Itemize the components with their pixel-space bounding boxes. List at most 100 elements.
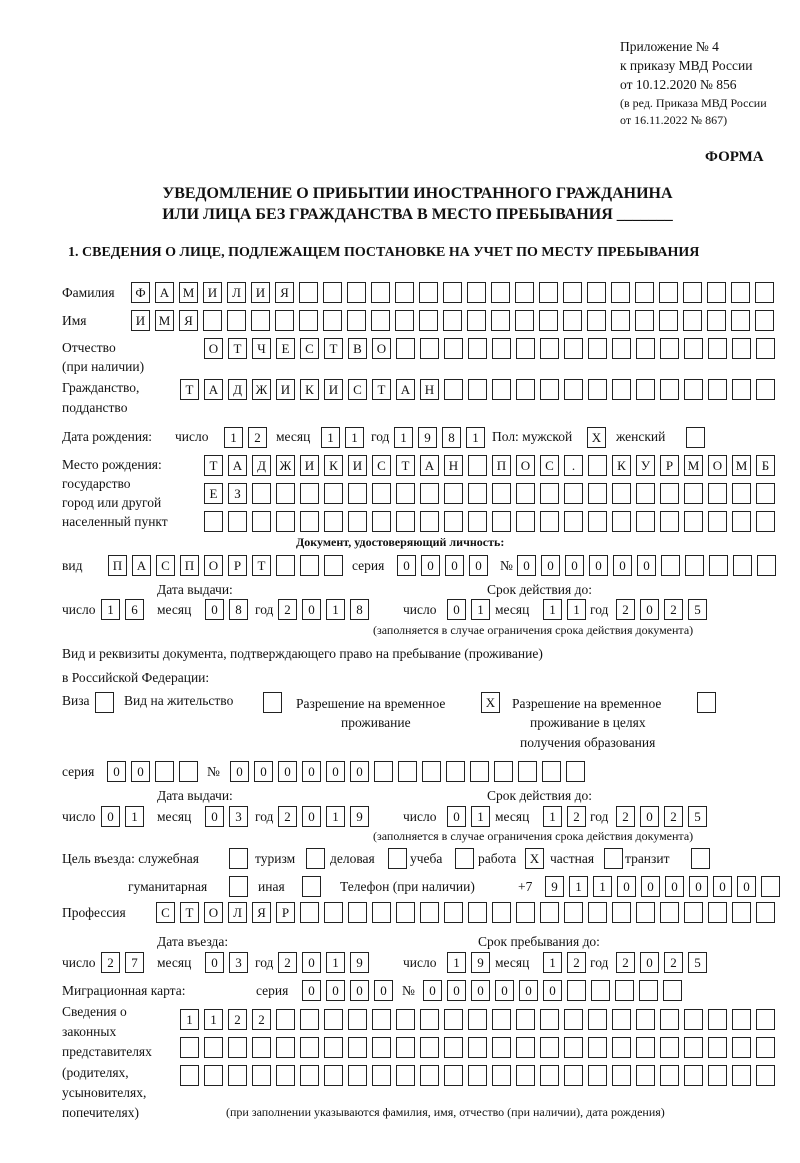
char-cell[interactable]: О: [516, 455, 535, 476]
char-cell[interactable]: [468, 511, 487, 532]
char-cell[interactable]: 1: [326, 806, 345, 827]
char-cell[interactable]: Л: [228, 902, 247, 923]
char-cell[interactable]: 2: [616, 806, 635, 827]
char-cell[interactable]: [588, 902, 607, 923]
char-cell[interactable]: 0: [617, 876, 636, 897]
char-cell[interactable]: [761, 876, 780, 897]
char-cell[interactable]: 2: [664, 806, 683, 827]
char-cell[interactable]: [276, 1065, 295, 1086]
char-cell[interactable]: [398, 761, 417, 782]
char-cell[interactable]: [564, 379, 583, 400]
char-cell[interactable]: [540, 338, 559, 359]
char-cell[interactable]: 9: [418, 427, 437, 448]
char-cell[interactable]: [516, 338, 535, 359]
char-cell[interactable]: [492, 379, 511, 400]
char-cell[interactable]: [443, 282, 462, 303]
char-cell[interactable]: [612, 902, 631, 923]
checkbox[interactable]: [691, 848, 710, 869]
char-cell[interactable]: [372, 1065, 391, 1086]
char-cell[interactable]: 1: [567, 599, 586, 620]
char-cell[interactable]: [707, 282, 726, 303]
char-cell[interactable]: [660, 1065, 679, 1086]
char-cell[interactable]: 2: [616, 952, 635, 973]
char-cell[interactable]: 0: [350, 980, 369, 1001]
char-cell[interactable]: Я: [275, 282, 294, 303]
char-cell[interactable]: 0: [495, 980, 514, 1001]
char-cell[interactable]: 5: [688, 952, 707, 973]
char-cell[interactable]: 0: [689, 876, 708, 897]
char-cell[interactable]: [708, 1009, 727, 1030]
char-cell[interactable]: 2: [567, 806, 586, 827]
char-cell[interactable]: [228, 511, 247, 532]
char-cell[interactable]: [659, 282, 678, 303]
char-cell[interactable]: [227, 310, 246, 331]
char-cell[interactable]: [660, 902, 679, 923]
char-cell[interactable]: 2: [278, 806, 297, 827]
char-cell[interactable]: [467, 310, 486, 331]
char-cell[interactable]: Д: [228, 379, 247, 400]
char-cell[interactable]: [588, 338, 607, 359]
char-cell[interactable]: [323, 282, 342, 303]
char-cell[interactable]: [324, 511, 343, 532]
char-cell[interactable]: 1: [543, 952, 562, 973]
char-cell[interactable]: [587, 310, 606, 331]
char-cell[interactable]: [684, 338, 703, 359]
char-cell[interactable]: [323, 310, 342, 331]
char-cell[interactable]: 1: [321, 427, 340, 448]
char-cell[interactable]: М: [179, 282, 198, 303]
char-cell[interactable]: [564, 338, 583, 359]
char-cell[interactable]: [276, 1037, 295, 1058]
char-cell[interactable]: [300, 1037, 319, 1058]
char-cell[interactable]: 8: [442, 427, 461, 448]
char-cell[interactable]: 6: [125, 599, 144, 620]
char-cell[interactable]: 0: [713, 876, 732, 897]
char-cell[interactable]: 0: [445, 555, 464, 576]
char-cell[interactable]: [468, 379, 487, 400]
char-cell[interactable]: [347, 282, 366, 303]
char-cell[interactable]: [684, 1037, 703, 1058]
char-cell[interactable]: 0: [374, 980, 393, 1001]
char-cell[interactable]: 1: [471, 599, 490, 620]
checkbox[interactable]: [388, 848, 407, 869]
char-cell[interactable]: [396, 483, 415, 504]
char-cell[interactable]: 0: [205, 952, 224, 973]
char-cell[interactable]: [683, 310, 702, 331]
char-cell[interactable]: 1: [180, 1009, 199, 1030]
char-cell[interactable]: [204, 511, 223, 532]
char-cell[interactable]: [491, 310, 510, 331]
char-cell[interactable]: 2: [616, 599, 635, 620]
char-cell[interactable]: [372, 902, 391, 923]
char-cell[interactable]: У: [636, 455, 655, 476]
char-cell[interactable]: [684, 1065, 703, 1086]
char-cell[interactable]: 1: [326, 952, 345, 973]
char-cell[interactable]: [491, 282, 510, 303]
char-cell[interactable]: [468, 1009, 487, 1030]
char-cell[interactable]: [588, 379, 607, 400]
checkbox[interactable]: [697, 692, 716, 713]
char-cell[interactable]: [468, 902, 487, 923]
char-cell[interactable]: Е: [276, 338, 295, 359]
char-cell[interactable]: Р: [276, 902, 295, 923]
checkbox[interactable]: [686, 427, 705, 448]
char-cell[interactable]: 0: [469, 555, 488, 576]
char-cell[interactable]: [612, 483, 631, 504]
char-cell[interactable]: [204, 1065, 223, 1086]
char-cell[interactable]: [516, 1037, 535, 1058]
char-cell[interactable]: М: [155, 310, 174, 331]
char-cell[interactable]: [275, 310, 294, 331]
char-cell[interactable]: [612, 511, 631, 532]
char-cell[interactable]: 2: [248, 427, 267, 448]
char-cell[interactable]: [422, 761, 441, 782]
char-cell[interactable]: [251, 310, 270, 331]
char-cell[interactable]: [756, 338, 775, 359]
char-cell[interactable]: С: [372, 455, 391, 476]
char-cell[interactable]: [300, 511, 319, 532]
char-cell[interactable]: 2: [664, 952, 683, 973]
char-cell[interactable]: 1: [471, 806, 490, 827]
char-cell[interactable]: 0: [302, 599, 321, 620]
char-cell[interactable]: 2: [278, 952, 297, 973]
char-cell[interactable]: [615, 980, 634, 1001]
char-cell[interactable]: [684, 1009, 703, 1030]
char-cell[interactable]: 0: [640, 599, 659, 620]
checkbox[interactable]: [263, 692, 282, 713]
